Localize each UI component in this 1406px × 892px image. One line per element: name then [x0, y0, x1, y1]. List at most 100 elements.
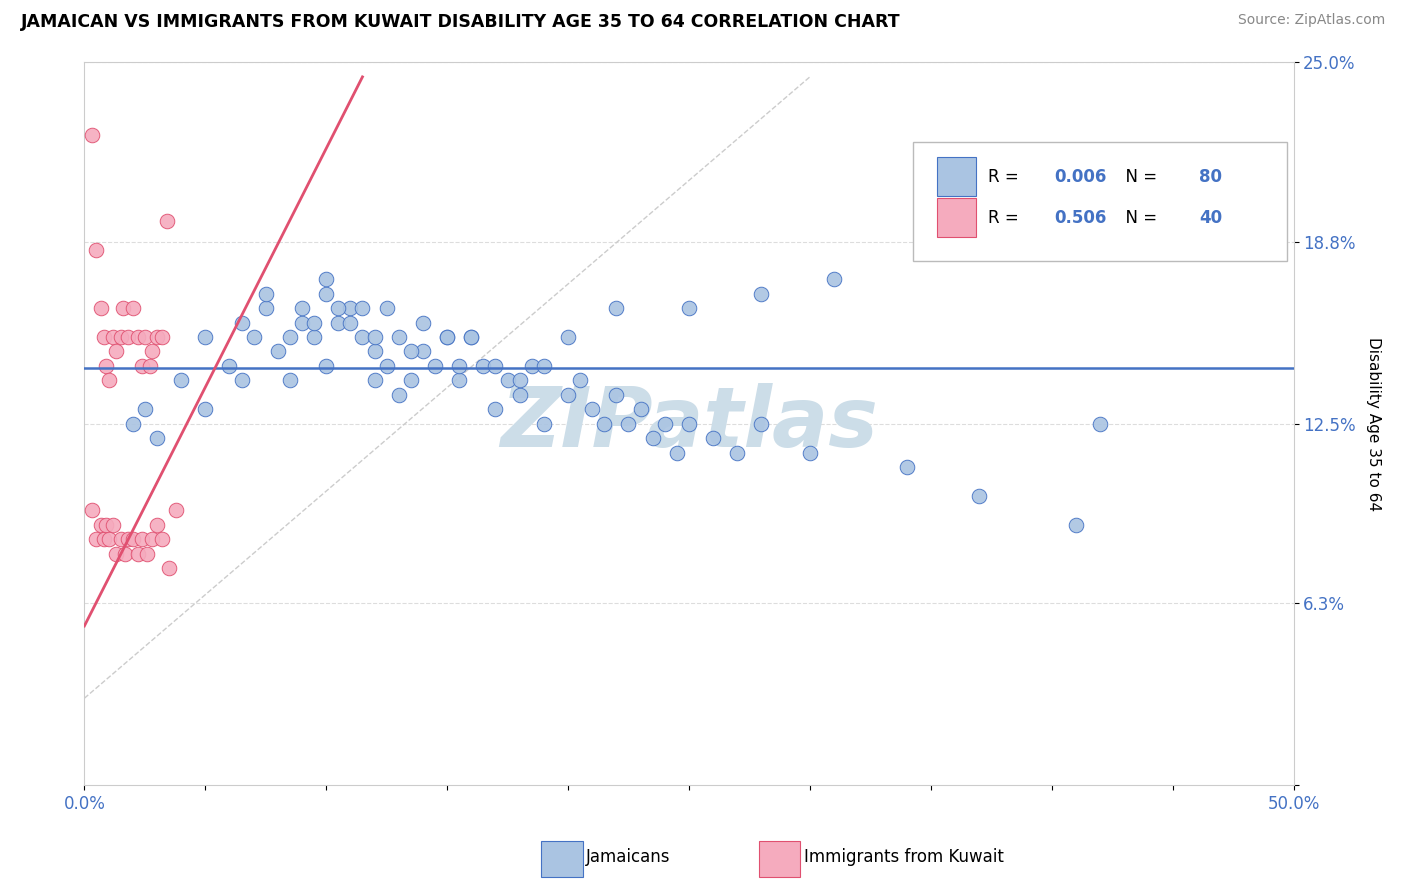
- Point: [593, 417, 616, 431]
- Point: [103, 517, 125, 532]
- Text: 80: 80: [1199, 168, 1222, 186]
- Point: [141, 533, 163, 547]
- Y-axis label: Disability Age 35 to 64: Disability Age 35 to 64: [1365, 336, 1381, 511]
- Point: [665, 445, 688, 459]
- Point: [967, 489, 990, 503]
- Point: [278, 373, 301, 387]
- Point: [751, 286, 773, 301]
- Point: [194, 330, 217, 344]
- Point: [90, 301, 112, 315]
- Point: [93, 330, 115, 344]
- Point: [605, 388, 627, 402]
- Point: [117, 533, 139, 547]
- Point: [436, 330, 458, 344]
- Point: [339, 316, 361, 330]
- Point: [1137, 228, 1160, 243]
- Point: [278, 330, 301, 344]
- Text: R =: R =: [987, 209, 1024, 227]
- Point: [146, 330, 169, 344]
- Point: [218, 359, 240, 373]
- FancyBboxPatch shape: [936, 157, 976, 196]
- Point: [93, 533, 115, 547]
- Point: [104, 547, 127, 561]
- Point: [131, 533, 153, 547]
- Point: [509, 373, 531, 387]
- Point: [242, 330, 264, 344]
- Point: [231, 316, 253, 330]
- Text: JAMAICAN VS IMMIGRANTS FROM KUWAIT DISABILITY AGE 35 TO 64 CORRELATION CHART: JAMAICAN VS IMMIGRANTS FROM KUWAIT DISAB…: [21, 13, 901, 31]
- Point: [399, 373, 422, 387]
- Point: [254, 286, 277, 301]
- Point: [449, 373, 471, 387]
- Point: [509, 388, 531, 402]
- Point: [97, 373, 120, 387]
- Point: [799, 445, 821, 459]
- Point: [103, 330, 125, 344]
- Point: [896, 460, 918, 475]
- Point: [654, 417, 676, 431]
- Point: [678, 417, 700, 431]
- Point: [110, 330, 132, 344]
- Point: [150, 533, 173, 547]
- Point: [97, 533, 120, 547]
- Point: [328, 301, 350, 315]
- Point: [121, 533, 143, 547]
- Point: [630, 402, 652, 417]
- Point: [702, 431, 724, 445]
- Point: [121, 301, 143, 315]
- Point: [194, 402, 217, 417]
- Point: [127, 547, 149, 561]
- Point: [569, 373, 592, 387]
- Point: [315, 272, 337, 286]
- Point: [363, 330, 385, 344]
- Point: [315, 286, 337, 301]
- FancyBboxPatch shape: [936, 198, 976, 237]
- Point: [328, 316, 350, 330]
- Text: N =: N =: [1115, 168, 1161, 186]
- Text: R =: R =: [987, 168, 1024, 186]
- Point: [352, 301, 374, 315]
- Point: [302, 330, 325, 344]
- Point: [557, 330, 579, 344]
- Point: [291, 316, 314, 330]
- Point: [150, 330, 173, 344]
- Point: [557, 388, 579, 402]
- Point: [110, 533, 132, 547]
- Text: 0.006: 0.006: [1054, 168, 1107, 186]
- Point: [533, 359, 555, 373]
- Point: [112, 301, 135, 315]
- FancyBboxPatch shape: [912, 142, 1288, 261]
- Point: [291, 301, 314, 315]
- Point: [1088, 417, 1111, 431]
- Point: [399, 344, 422, 359]
- Point: [363, 344, 385, 359]
- Point: [375, 301, 398, 315]
- Point: [136, 547, 159, 561]
- Point: [412, 316, 434, 330]
- Point: [146, 517, 169, 532]
- Point: [363, 373, 385, 387]
- Point: [449, 359, 471, 373]
- Point: [86, 244, 108, 258]
- Point: [86, 533, 108, 547]
- Point: [94, 359, 117, 373]
- Point: [751, 417, 773, 431]
- Point: [605, 301, 627, 315]
- Point: [460, 330, 482, 344]
- Text: Immigrants from Kuwait: Immigrants from Kuwait: [804, 848, 1004, 866]
- Text: Source: ZipAtlas.com: Source: ZipAtlas.com: [1237, 13, 1385, 28]
- Point: [352, 330, 374, 344]
- Point: [520, 359, 543, 373]
- Point: [641, 431, 664, 445]
- Point: [617, 417, 640, 431]
- Point: [141, 344, 163, 359]
- Point: [104, 344, 127, 359]
- Point: [436, 330, 458, 344]
- Point: [472, 359, 495, 373]
- Point: [725, 445, 748, 459]
- Point: [117, 330, 139, 344]
- Point: [823, 272, 845, 286]
- Point: [581, 402, 603, 417]
- Text: Jamaicans: Jamaicans: [586, 848, 671, 866]
- Text: 0.506: 0.506: [1054, 209, 1107, 227]
